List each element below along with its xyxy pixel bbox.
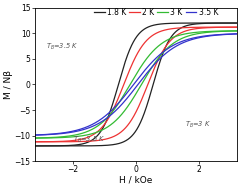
1.8 K [187, 22, 189, 24]
3 K [156, 46, 159, 48]
Legend: 1.8 K, 2 K, 3 K, 3.5 K: 1.8 K, 2 K, 3 K, 3.5 K [93, 7, 219, 17]
3.5 K [151, 61, 154, 63]
3 K [151, 51, 154, 53]
Line: 3 K: 3 K [35, 31, 237, 138]
Line: 2 K: 2 K [35, 27, 237, 142]
2 K [33, 141, 36, 143]
3.5 K [156, 56, 159, 58]
3.5 K [235, 33, 238, 35]
3 K [187, 32, 189, 35]
3 K [33, 137, 36, 139]
3.5 K [162, 51, 165, 53]
1.8 K [33, 145, 36, 147]
X-axis label: H / kOe: H / kOe [119, 176, 153, 185]
1.8 K [235, 22, 238, 24]
3 K [235, 30, 238, 32]
Y-axis label: M / Nβ: M / Nβ [4, 70, 13, 99]
Line: 3.5 K: 3.5 K [35, 34, 237, 135]
3.5 K [187, 38, 189, 40]
3.5 K [33, 134, 36, 136]
1.8 K [46, 145, 49, 147]
2 K [187, 26, 189, 29]
2 K [156, 32, 159, 34]
3.5 K [46, 133, 49, 136]
3 K [162, 41, 165, 43]
2 K [235, 26, 238, 28]
1.8 K [207, 22, 210, 24]
Text: $T_B$=3.5 K: $T_B$=3.5 K [46, 42, 78, 52]
Text: $T_B$=3 K: $T_B$=3 K [185, 119, 211, 130]
1.8 K [151, 25, 154, 27]
2 K [162, 29, 165, 32]
2 K [207, 26, 210, 28]
Line: 1.8 K: 1.8 K [35, 23, 237, 146]
1.8 K [156, 23, 159, 26]
Text: $T_B$=3.5 K: $T_B$=3.5 K [73, 135, 105, 145]
2 K [46, 141, 49, 143]
3 K [207, 30, 210, 33]
1.8 K [162, 23, 165, 25]
2 K [151, 35, 154, 37]
3 K [46, 136, 49, 139]
3.5 K [207, 34, 210, 37]
